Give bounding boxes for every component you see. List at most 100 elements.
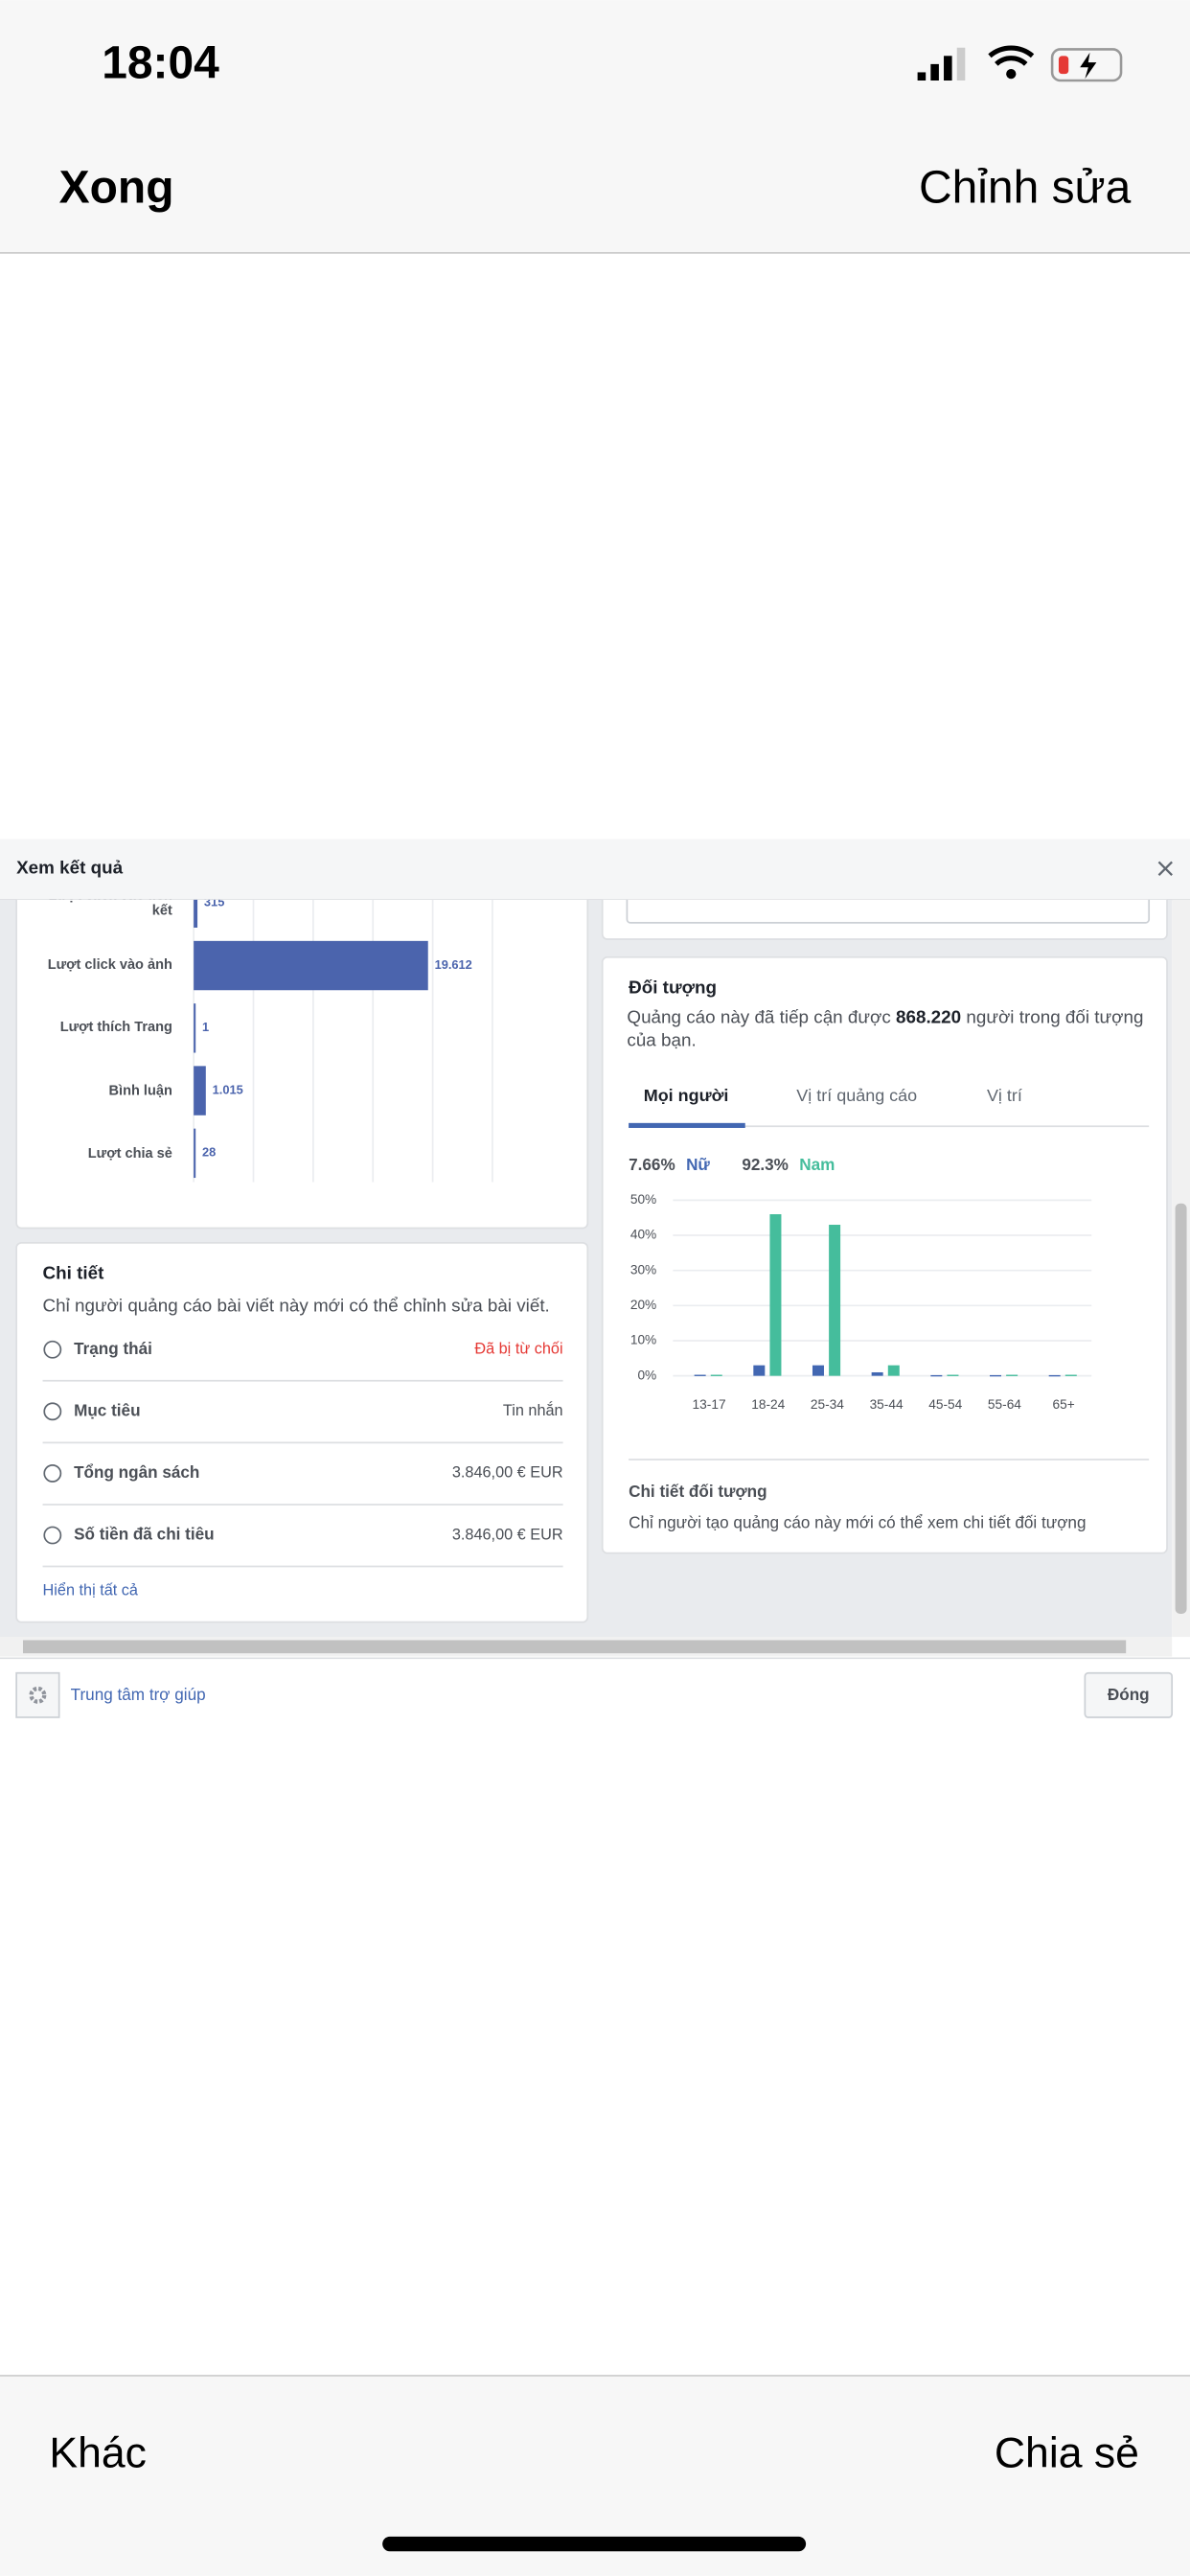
bar bbox=[753, 1365, 766, 1376]
value-label: 315 bbox=[204, 895, 224, 909]
x-tick-label: 18-24 bbox=[751, 1397, 785, 1412]
description-text: Quảng cáo này đã tiếp cận được 868.220 n… bbox=[627, 1008, 1156, 1052]
details-rows: Trạng thái Đã bị từ chối Mục tiêu Tin nhắn T… bbox=[42, 1339, 563, 1568]
tab[interactable]: Mọi người bbox=[644, 1086, 729, 1105]
bar bbox=[812, 1365, 824, 1376]
category-label: Lượt chia sẻ bbox=[87, 1143, 172, 1161]
category-label-box: Lượt click vào liên kết bbox=[33, 900, 172, 926]
category-label-box: Lượt thích Trang bbox=[33, 1005, 172, 1051]
bar bbox=[194, 940, 428, 991]
y-tick-label: 30% bbox=[630, 1262, 656, 1276]
more-button[interactable]: Khác bbox=[49, 2430, 147, 2477]
category-label-box: Bình luận bbox=[33, 1068, 172, 1114]
x-tick-label: 45-54 bbox=[928, 1397, 962, 1412]
category-label-box: Lượt chia sẻ bbox=[33, 1130, 172, 1176]
share-label: 92.3% bbox=[742, 1155, 789, 1174]
y-tick-label: 10% bbox=[630, 1333, 656, 1347]
reach: 868.220 bbox=[896, 1007, 962, 1028]
scrollbar-thumb[interactable] bbox=[1175, 1203, 1187, 1615]
done-button[interactable]: Xong bbox=[59, 162, 174, 213]
row-value: Tin nhắn bbox=[503, 1401, 563, 1419]
details-description: Chỉ người quảng cáo bài viết này mới có … bbox=[43, 1296, 550, 1316]
row-value: 3.846,00 € EUR bbox=[452, 1526, 563, 1543]
gear-icon bbox=[29, 1686, 47, 1704]
legend-label: Nữ bbox=[686, 1155, 710, 1174]
close-button[interactable] bbox=[1084, 1671, 1174, 1718]
label-wrap: Lượt chia sẻ bbox=[33, 1130, 172, 1176]
share-button[interactable]: Chia sẻ bbox=[995, 2430, 1139, 2477]
x-tick-label: 35-44 bbox=[870, 1397, 904, 1412]
input-box bbox=[626, 899, 1151, 924]
bar bbox=[194, 1066, 206, 1116]
audience-chart: 0% 10% 20% 30% 40% 50% 13-17 18-24 25-34 35-44 45-… bbox=[630, 1192, 1092, 1412]
label-wrap: Lượt click vào ảnh bbox=[33, 943, 172, 989]
edit-button[interactable]: Chỉnh sửa bbox=[919, 162, 1132, 213]
text: Quảng cáo này đã tiếp cận được bbox=[627, 1007, 897, 1028]
y-tick-label: 20% bbox=[630, 1298, 656, 1312]
category-label: Bình luận bbox=[108, 1081, 172, 1098]
bar bbox=[769, 1214, 782, 1376]
audience-description: Quảng cáo này đã tiếp cận được 868.220 n… bbox=[627, 1008, 1156, 1052]
row-icon bbox=[43, 1402, 62, 1421]
audience-details-title: Chi tiết đối tượng bbox=[629, 1482, 767, 1501]
bar bbox=[194, 1003, 196, 1053]
value-label: 28 bbox=[202, 1145, 216, 1160]
label-wrap: Lượt thích Trang bbox=[33, 1005, 172, 1051]
bar bbox=[194, 1128, 196, 1179]
bar bbox=[871, 1371, 883, 1376]
y-tick-label: 40% bbox=[630, 1228, 656, 1242]
category-label: Lượt click vào liên kết bbox=[49, 900, 172, 918]
tab[interactable]: Vị trí quảng cáo bbox=[796, 1086, 917, 1105]
row-label: Mục tiêu bbox=[74, 1400, 140, 1419]
label-wrap: Bình luận bbox=[33, 1068, 172, 1114]
label-wrap: Lượt click vào liên kết bbox=[33, 900, 172, 926]
results-chart: Lượt click vào liên kết 315 Lượt click vào… bbox=[33, 895, 493, 1183]
bar bbox=[829, 1225, 841, 1376]
details-title: Chi tiết bbox=[43, 1262, 105, 1282]
settings-button[interactable] bbox=[15, 1671, 60, 1718]
show-all-link[interactable]: Hiển thị tất cả bbox=[43, 1581, 139, 1598]
help-link[interactable]: Trung tâm trợ giúp bbox=[71, 1685, 206, 1704]
value-label: 1.015 bbox=[213, 1082, 243, 1096]
home-indicator bbox=[382, 2536, 807, 2552]
row-label: Tổng ngân sách bbox=[74, 1462, 199, 1482]
value-label: 1 bbox=[202, 1020, 209, 1034]
tab-indicator bbox=[629, 1122, 745, 1128]
close-icon[interactable] bbox=[1157, 861, 1173, 876]
bar bbox=[694, 1374, 706, 1376]
category-label-box: Lượt click vào ảnh bbox=[33, 943, 172, 989]
x-tick-label: 65+ bbox=[1052, 1397, 1074, 1412]
row-icon bbox=[43, 1340, 62, 1359]
close-button-label: Đóng bbox=[1108, 1685, 1150, 1704]
content: Lượt click vào liên kết 315 Lượt click vào… bbox=[15, 895, 1168, 1623]
value-label: 19.612 bbox=[435, 957, 472, 972]
row-label: Số tiền đã chi tiêu bbox=[74, 1525, 215, 1544]
category-label: Lượt thích Trang bbox=[59, 1018, 172, 1036]
scrollbar-thumb[interactable] bbox=[22, 1640, 1127, 1654]
audience-details-text: Chỉ người tạo quảng cáo này mới có thể x… bbox=[629, 1512, 1086, 1531]
audience-card bbox=[601, 955, 1168, 1554]
bar bbox=[1006, 1374, 1018, 1376]
audience-title: Đối tượng bbox=[629, 977, 717, 997]
y-tick-label: 50% bbox=[630, 1192, 656, 1207]
bar bbox=[930, 1374, 943, 1377]
dialog-header bbox=[0, 839, 1190, 900]
text: người trong đối tượng của bạn. bbox=[627, 1007, 1144, 1050]
x-tick-label: 13-17 bbox=[693, 1397, 726, 1412]
bar bbox=[947, 1374, 959, 1376]
tab[interactable]: Vị trí bbox=[987, 1086, 1022, 1105]
bar bbox=[1064, 1374, 1077, 1376]
details-card bbox=[15, 1242, 589, 1623]
status-icons bbox=[917, 45, 1123, 82]
share-label: 7.66% bbox=[629, 1155, 675, 1174]
bar bbox=[990, 1374, 1001, 1377]
y-tick-label: 0% bbox=[637, 1368, 656, 1382]
bar bbox=[1048, 1374, 1061, 1377]
row-value: 3.846,00 € EUR bbox=[452, 1464, 563, 1482]
row-icon bbox=[43, 1463, 62, 1483]
bar bbox=[887, 1365, 900, 1376]
results-card bbox=[15, 899, 589, 1230]
bar bbox=[194, 899, 198, 928]
